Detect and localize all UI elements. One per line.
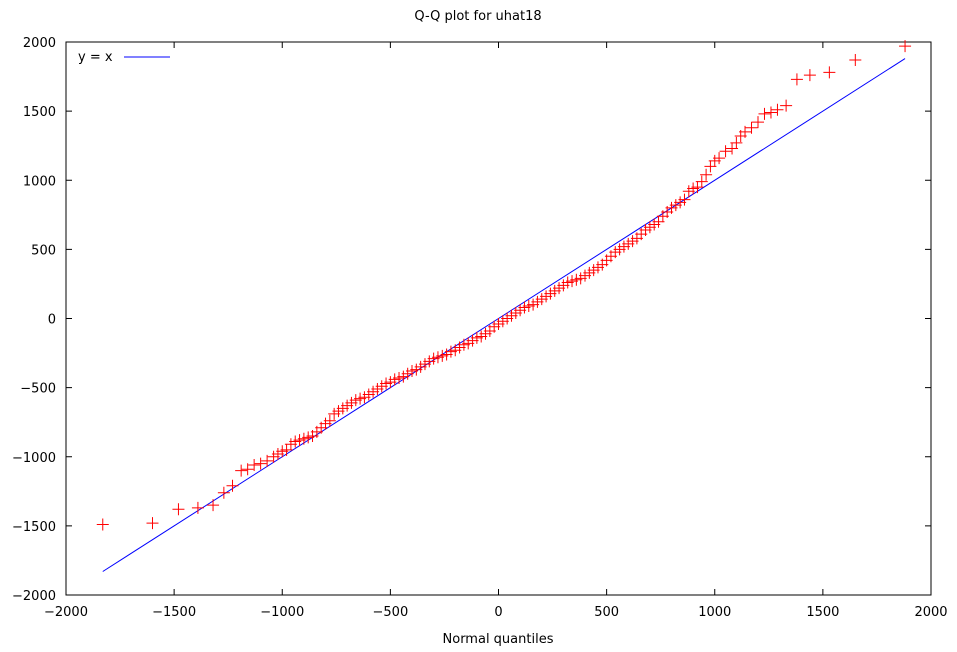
chart-title: Q-Q plot for uhat18 [414,9,541,24]
y-tick-label: 2000 [23,36,56,51]
data-point [678,193,691,206]
data-point [217,486,230,499]
data-point [700,168,713,181]
y-tick-label: −2000 [12,589,56,604]
data-points [96,40,912,531]
y-axis: −2000 −1500 −1000 −500 0 500 1000 1500 2000 [12,36,931,604]
data-point [226,479,239,492]
y-tick-label: −500 [20,382,56,397]
data-point [146,517,159,530]
y-tick-label: −1500 [12,520,56,535]
data-point [739,125,752,138]
x-axis-label: Normal quantiles [443,632,554,647]
data-point [758,107,771,120]
x-axis: −2000 −1500 −1000 −500 0 500 1000 1500 2000 [44,42,948,620]
legend-label: y = x [78,50,113,65]
y-tick-label: 1500 [23,105,56,120]
legend: y = x [78,50,170,65]
y-tick-label: −1000 [12,451,56,466]
x-tick-label: −500 [373,605,409,620]
data-point [790,73,803,86]
x-tick-label: −1000 [260,605,304,620]
data-point [803,69,816,82]
data-point [730,136,743,149]
data-point [235,464,248,477]
x-tick-label: 2000 [914,605,947,620]
data-point [254,457,267,470]
data-point [695,175,708,188]
data-point [241,463,254,476]
x-tick-label: −2000 [44,605,88,620]
data-point [713,152,726,165]
data-point [719,145,732,158]
data-point [745,121,758,134]
data-point [780,99,793,112]
x-tick-label: −1500 [152,605,196,620]
data-point [261,454,274,467]
data-point [849,53,862,66]
x-tick-label: 500 [594,605,619,620]
data-point [191,501,204,514]
x-tick-label: 1500 [806,605,839,620]
x-tick-label: 1000 [698,605,731,620]
data-point [172,503,185,516]
y-tick-label: 500 [31,243,56,258]
data-point [323,414,336,427]
data-point [96,518,109,531]
data-point [771,103,784,116]
data-point [207,499,220,512]
data-point [764,106,777,119]
y-tick-label: 1000 [23,174,56,189]
x-tick-label: 0 [494,605,502,620]
data-point [752,116,764,129]
data-point [899,40,912,53]
data-point [248,459,261,472]
reference-line-y-equals-x [102,58,906,572]
data-point [823,66,836,79]
y-tick-label: 0 [48,313,56,328]
